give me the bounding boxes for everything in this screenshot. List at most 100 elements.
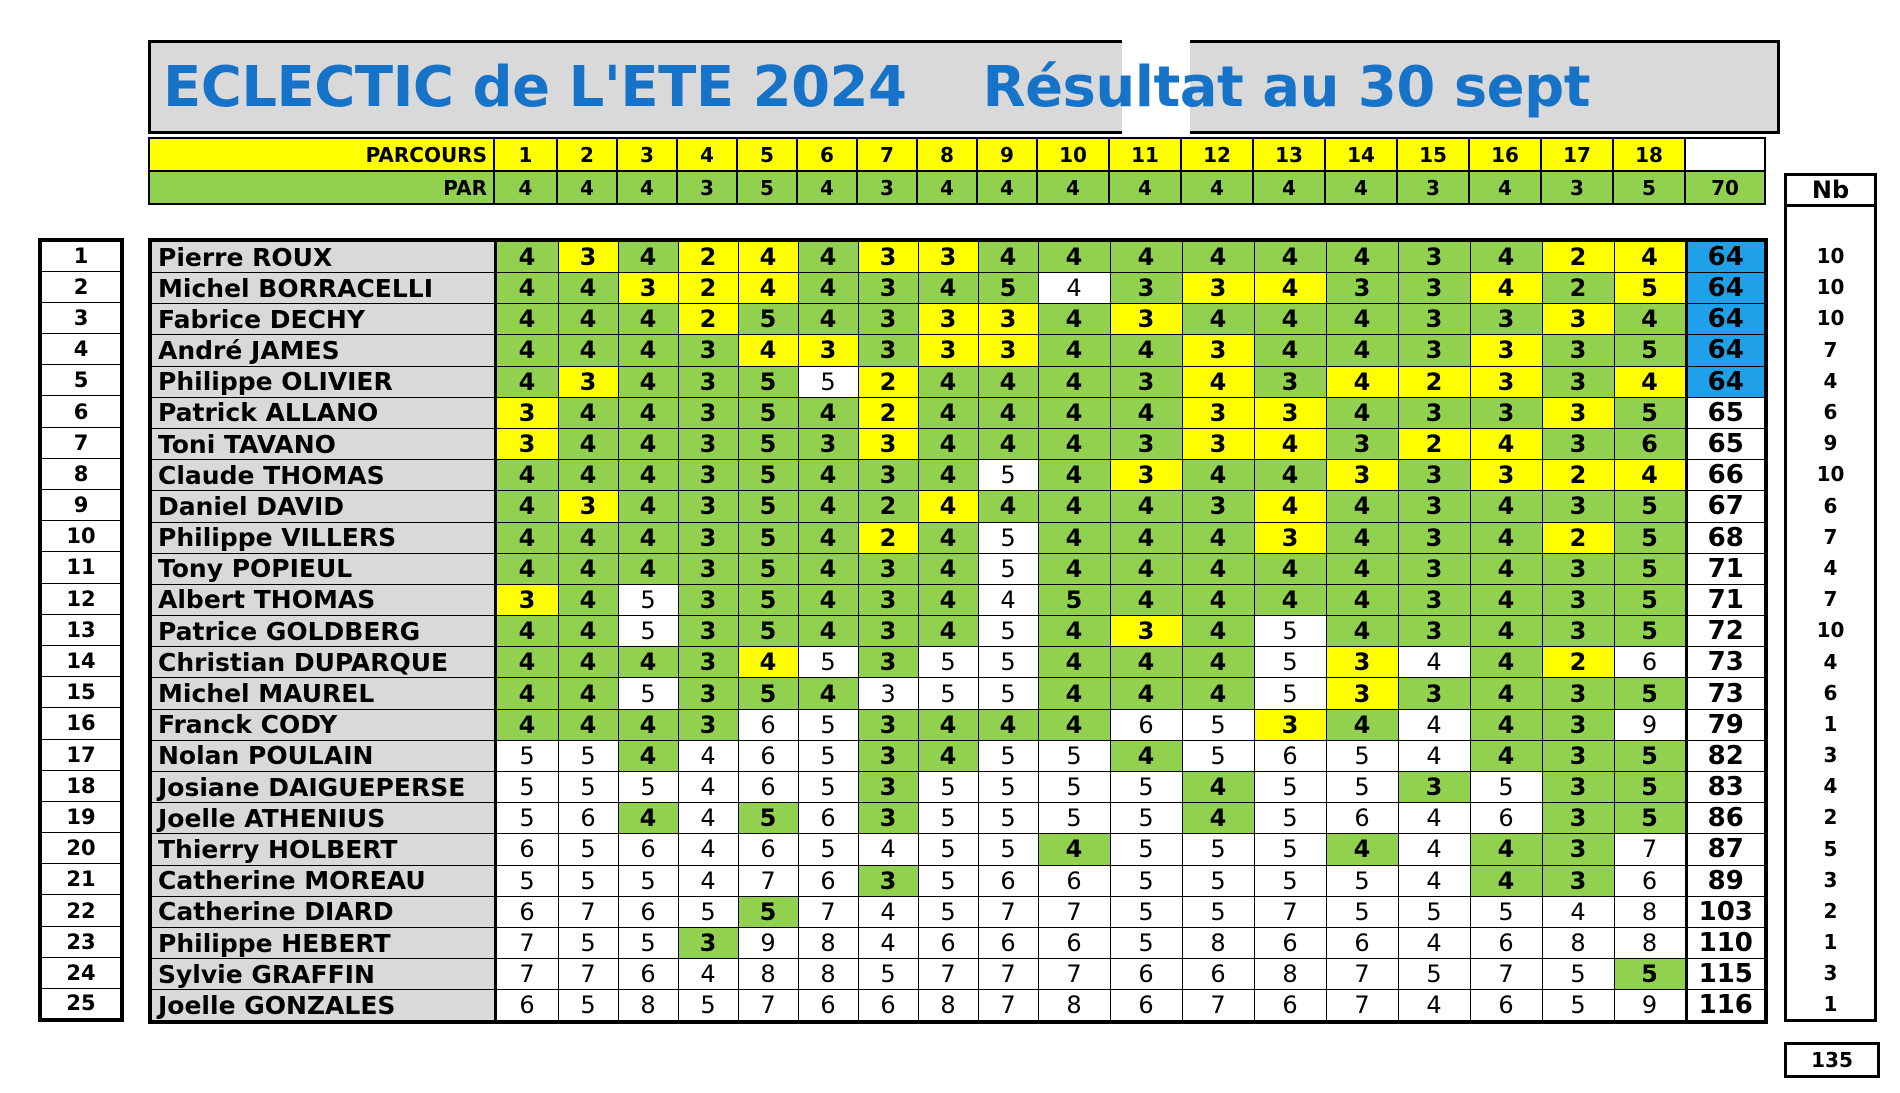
score-cell: 5	[797, 833, 859, 866]
score-cell: 6	[1109, 989, 1183, 1023]
score-cell: 4	[1181, 365, 1255, 398]
score-cell: 5	[917, 833, 979, 866]
player-name: Toni TAVANO	[149, 427, 497, 461]
score-cell: 4	[1325, 833, 1399, 866]
score-cell: 5	[1613, 739, 1687, 773]
player-name: Claude THOMAS	[149, 459, 497, 492]
score-cell: 4	[557, 615, 619, 648]
total-cell: 73	[1684, 677, 1767, 710]
score-cell: 7	[737, 864, 799, 897]
score-cell: 6	[1613, 646, 1687, 679]
rank-cell: 6	[40, 395, 122, 428]
score-cell: 4	[1613, 365, 1687, 398]
score-cell: 4	[494, 365, 559, 398]
score-cell: 5	[977, 739, 1039, 773]
nb-total: 135	[1784, 1042, 1880, 1078]
score-cell: 6	[617, 958, 679, 991]
total-cell: 116	[1684, 989, 1767, 1023]
player-name: Fabrice DECHY	[149, 303, 497, 336]
hole-number: 18	[1612, 137, 1686, 172]
score-cell: 4	[1325, 708, 1399, 741]
score-cell: 6	[1253, 926, 1327, 960]
score-cell: 4	[1181, 552, 1255, 585]
score-cell: 4	[1037, 833, 1111, 866]
score-cell: 4	[917, 708, 979, 741]
score-cell: 3	[1397, 552, 1471, 585]
nb-cell: 10	[1785, 240, 1876, 272]
score-cell: 4	[1469, 583, 1543, 617]
hole-number: 7	[856, 137, 918, 172]
score-cell: 5	[737, 677, 799, 710]
score-cell: 6	[977, 926, 1039, 960]
score-cell: 5	[1613, 770, 1687, 804]
score-cell: 4	[557, 459, 619, 492]
score-cell: 4	[1613, 239, 1687, 273]
score-cell: 2	[677, 239, 739, 273]
score-cell: 4	[737, 334, 799, 367]
score-cell: 4	[617, 646, 679, 679]
score-cell: 4	[1469, 271, 1543, 305]
page-title: ECLECTIC de L'ETE 2024 Résultat au 30 se…	[163, 55, 1591, 120]
score-cell: 3	[1541, 864, 1615, 897]
score-cell: 4	[617, 427, 679, 461]
score-cell: 4	[917, 521, 979, 554]
total-cell: 83	[1684, 770, 1767, 804]
score-cell: 5	[1109, 833, 1183, 866]
score-cell: 5	[1109, 926, 1183, 960]
score-cell: 4	[977, 427, 1039, 461]
score-cell: 5	[1253, 770, 1327, 804]
score-cell: 5	[737, 583, 799, 617]
score-cell: 8	[1253, 958, 1327, 991]
rank-cell: 2	[40, 270, 122, 303]
score-cell: 8	[737, 958, 799, 991]
score-cell: 5	[917, 646, 979, 679]
score-cell: 5	[1181, 895, 1255, 928]
score-cell: 4	[677, 958, 739, 991]
parcours-label: PARCOURS	[148, 137, 495, 172]
table-row: Thierry HOLBERT 6 5 6 4 6 5 4 5 5 4 5 5 5 4 4 4 3 7 87	[149, 833, 1767, 866]
total-cell: 82	[1684, 739, 1767, 773]
score-cell: 4	[617, 552, 679, 585]
score-cell: 4	[1181, 615, 1255, 648]
score-cell: 3	[1397, 271, 1471, 305]
hole-number: 9	[976, 137, 1038, 172]
table-row: Toni TAVANO 3 4 4 3 5 3 3 4 4 4 3 3 4 3 2 4 3 6 65	[149, 427, 1767, 461]
score-cell: 3	[1541, 552, 1615, 585]
score-cell: 7	[1613, 833, 1687, 866]
score-cell: 5	[1109, 864, 1183, 897]
score-cell: 4	[1253, 583, 1327, 617]
score-cell: 2	[1541, 271, 1615, 305]
score-cell: 4	[557, 677, 619, 710]
score-cell: 5	[557, 770, 619, 804]
score-cell: 6	[737, 708, 799, 741]
score-cell: 2	[1541, 646, 1615, 679]
hole-par: 3	[676, 170, 738, 205]
table-row: Patrice GOLDBERG 4 4 5 3 5 4 3 4 5 4 3 4 5 4 3 4 3 5 72	[149, 615, 1767, 648]
score-cell: 3	[1397, 770, 1471, 804]
score-cell: 5	[617, 615, 679, 648]
score-cell: 4	[797, 552, 859, 585]
score-cell: 5	[977, 459, 1039, 492]
score-cell: 2	[677, 303, 739, 336]
nb-cell: 6	[1785, 396, 1876, 428]
score-cell: 7	[1253, 895, 1327, 928]
total-cell: 110	[1684, 926, 1767, 960]
score-cell: 4	[1181, 802, 1255, 835]
nb-cell: 6	[1785, 490, 1876, 522]
player-name: Daniel DAVID	[149, 490, 497, 523]
score-cell: 5	[1613, 677, 1687, 710]
score-cell: 5	[557, 864, 619, 897]
score-cell: 3	[1325, 459, 1399, 492]
score-cell: 4	[1469, 239, 1543, 273]
score-cell: 5	[797, 739, 859, 773]
score-cell: 5	[1253, 677, 1327, 710]
rank-cell: 23	[40, 925, 122, 958]
score-cell: 5	[1613, 583, 1687, 617]
player-name: Patrick ALLANO	[149, 396, 497, 429]
score-cell: 3	[1541, 334, 1615, 367]
score-cell: 3	[1541, 802, 1615, 835]
total-cell: 66	[1684, 459, 1767, 492]
score-cell: 5	[1397, 958, 1471, 991]
table-row: Philippe VILLERS 4 4 4 3 5 4 2 4 5 4 4 4 3 4 3 4 2 5 68	[149, 521, 1767, 554]
score-cell: 6	[737, 770, 799, 804]
